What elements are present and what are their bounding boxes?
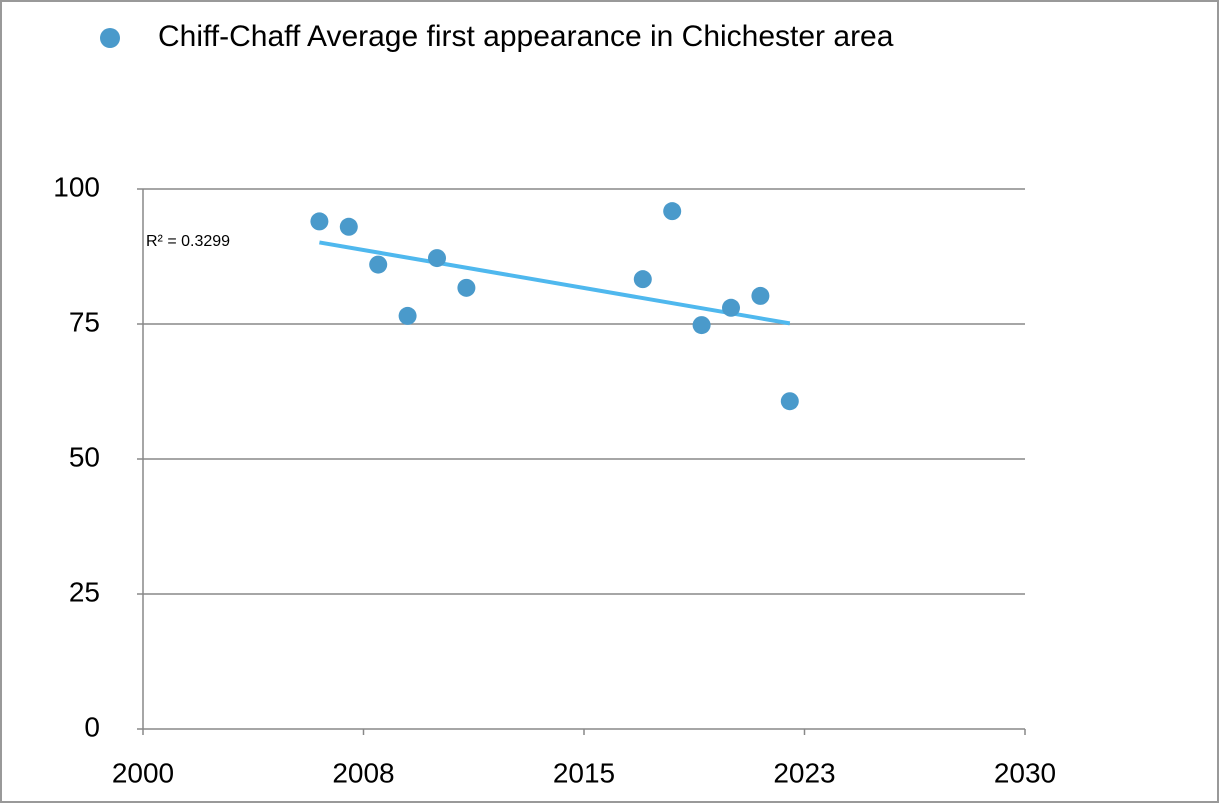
x-tick-label: 2023 [773, 757, 835, 788]
x-tick-label: 2008 [332, 757, 394, 788]
data-point [310, 212, 329, 231]
x-tick-label: 2000 [112, 757, 174, 788]
data-point [398, 306, 417, 325]
y-tick-label: 100 [53, 171, 100, 202]
data-point [663, 202, 682, 221]
data-point [722, 298, 740, 317]
y-tick-label: 50 [69, 441, 100, 472]
trendline-annotation: R² = 0.3299 [146, 233, 230, 250]
x-tick-label: 2030 [994, 757, 1056, 788]
y-tick-label: 0 [84, 711, 100, 742]
y-tick-label: 75 [69, 306, 100, 337]
data-point [751, 286, 770, 305]
x-tick-label: 2015 [553, 757, 615, 788]
data-point [457, 278, 476, 297]
data-point [692, 316, 711, 335]
data-point [339, 217, 358, 236]
trendline [319, 240, 791, 326]
y-tick-label: 25 [69, 576, 100, 607]
data-point [633, 270, 652, 289]
data-point [780, 392, 799, 411]
legend-marker [100, 28, 120, 48]
data-point [428, 249, 446, 268]
data-point [369, 255, 388, 274]
legend-label: Chiff-Chaff Average first appearance in … [158, 20, 894, 53]
